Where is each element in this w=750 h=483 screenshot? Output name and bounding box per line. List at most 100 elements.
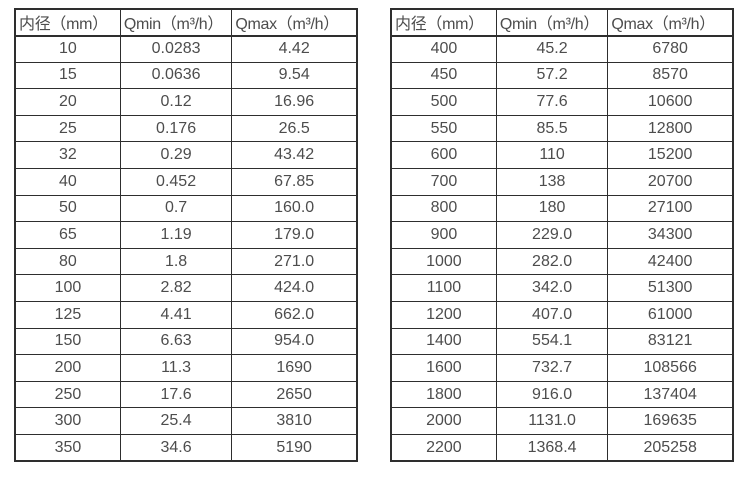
table-row: 600 110 15200: [390, 141, 734, 170]
table-cell: 300: [14, 407, 121, 435]
table-cell: 250: [14, 380, 121, 409]
flow-table-large-diameters: 内径（mm） Qmin（m³/h） Qmax（m³/h） 400 45.2 6780…: [390, 8, 734, 463]
table-cell: 8570: [607, 61, 734, 90]
table-cell: 400: [390, 35, 497, 63]
table-row: 15 0.0636 9.54: [14, 61, 358, 90]
table-row: 150 6.63 954.0: [14, 327, 358, 356]
table-cell: 1800: [390, 380, 497, 409]
table-row: 900 229.0 34300: [390, 221, 734, 249]
table-row: 1400 554.1 83121: [390, 327, 734, 356]
table-cell: 17.6: [119, 380, 233, 409]
table-cell: 424.0: [231, 274, 358, 303]
table-row: 25 0.176 26.5: [14, 114, 358, 143]
table-cell: 342.0: [495, 274, 609, 303]
table-cell: 27100: [607, 194, 734, 223]
table-cell: 350: [14, 434, 121, 462]
table-cell: 25: [14, 114, 121, 143]
table-cell: 6780: [607, 35, 734, 63]
table-row: 80 1.8 271.0: [14, 247, 358, 276]
table-cell: 45.2: [495, 35, 609, 63]
table-row: 65 1.19 179.0: [14, 221, 358, 249]
table-cell: 80: [14, 247, 121, 276]
table-cell: 10600: [607, 88, 734, 116]
table-row: 300 25.4 3810: [14, 407, 358, 435]
table-cell: 0.452: [119, 168, 233, 196]
table-cell: 26.5: [231, 114, 358, 143]
table-header-row: 内径（mm） Qmin（m³/h） Qmax（m³/h）: [14, 8, 358, 37]
table-cell: 43.42: [231, 141, 358, 170]
table-row: 50 0.7 160.0: [14, 194, 358, 223]
header-inner-diameter: 内径（mm）: [14, 8, 121, 37]
table-cell: 100: [14, 274, 121, 303]
table-row: 20 0.12 16.96: [14, 88, 358, 116]
table-cell: 0.0283: [119, 35, 233, 63]
table-cell: 0.0636: [119, 61, 233, 90]
table-cell: 4.41: [119, 301, 233, 329]
table-row: 500 77.6 10600: [390, 88, 734, 116]
table-cell: 205258: [607, 434, 734, 462]
table-cell: 1368.4: [495, 434, 609, 462]
table-row: 550 85.5 12800: [390, 114, 734, 143]
table-cell: 1.19: [119, 221, 233, 249]
table-cell: 271.0: [231, 247, 358, 276]
table-cell: 20: [14, 88, 121, 116]
table-row: 250 17.6 2650: [14, 380, 358, 409]
table-cell: 600: [390, 141, 497, 170]
table-cell: 32: [14, 141, 121, 170]
table-cell: 9.54: [231, 61, 358, 90]
table-cell: 800: [390, 194, 497, 223]
table-cell: 125: [14, 301, 121, 329]
table-row: 350 34.6 5190: [14, 434, 358, 462]
table-cell: 10: [14, 35, 121, 63]
table-cell: 67.85: [231, 168, 358, 196]
table-cell: 50: [14, 194, 121, 223]
table-cell: 160.0: [231, 194, 358, 223]
table-cell: 2.82: [119, 274, 233, 303]
table-cell: 550: [390, 114, 497, 143]
header-qmin: Qmin（m³/h）: [119, 8, 233, 37]
table-cell: 407.0: [495, 301, 609, 329]
table-cell: 65: [14, 221, 121, 249]
table-cell: 11.3: [119, 354, 233, 382]
table-header-row: 内径（mm） Qmin（m³/h） Qmax（m³/h）: [390, 8, 734, 37]
table-cell: 916.0: [495, 380, 609, 409]
table-row: 1000 282.0 42400: [390, 247, 734, 276]
table-cell: 15: [14, 61, 121, 90]
header-qmax: Qmax（m³/h）: [607, 8, 734, 37]
table-row: 1200 407.0 61000: [390, 301, 734, 329]
table-cell: 2200: [390, 434, 497, 462]
table-row: 1100 342.0 51300: [390, 274, 734, 303]
table-cell: 0.12: [119, 88, 233, 116]
table-cell: 2000: [390, 407, 497, 435]
table-cell: 1100: [390, 274, 497, 303]
table-cell: 12800: [607, 114, 734, 143]
table-cell: 85.5: [495, 114, 609, 143]
table-cell: 180: [495, 194, 609, 223]
table-row: 100 2.82 424.0: [14, 274, 358, 303]
table-cell: 3810: [231, 407, 358, 435]
table-cell: 42400: [607, 247, 734, 276]
table-cell: 1000: [390, 247, 497, 276]
flow-table-small-diameters: 内径（mm） Qmin（m³/h） Qmax（m³/h） 10 0.0283 4.4…: [14, 8, 358, 463]
table-cell: 229.0: [495, 221, 609, 249]
table-cell: 150: [14, 327, 121, 356]
table-cell: 51300: [607, 274, 734, 303]
table-cell: 169635: [607, 407, 734, 435]
header-qmin: Qmin（m³/h）: [495, 8, 609, 37]
table-cell: 1690: [231, 354, 358, 382]
table-cell: 137404: [607, 380, 734, 409]
table-cell: 1400: [390, 327, 497, 356]
table-row: 450 57.2 8570: [390, 61, 734, 90]
table-row: 32 0.29 43.42: [14, 141, 358, 170]
table-cell: 15200: [607, 141, 734, 170]
table-cell: 179.0: [231, 221, 358, 249]
table-cell: 25.4: [119, 407, 233, 435]
table-cell: 34.6: [119, 434, 233, 462]
table-cell: 662.0: [231, 301, 358, 329]
table-row: 2200 1368.4 205258: [390, 434, 734, 462]
table-cell: 108566: [607, 354, 734, 382]
table-row: 1600 732.7 108566: [390, 354, 734, 382]
table-row: 2000 1131.0 169635: [390, 407, 734, 435]
table-cell: 110: [495, 141, 609, 170]
